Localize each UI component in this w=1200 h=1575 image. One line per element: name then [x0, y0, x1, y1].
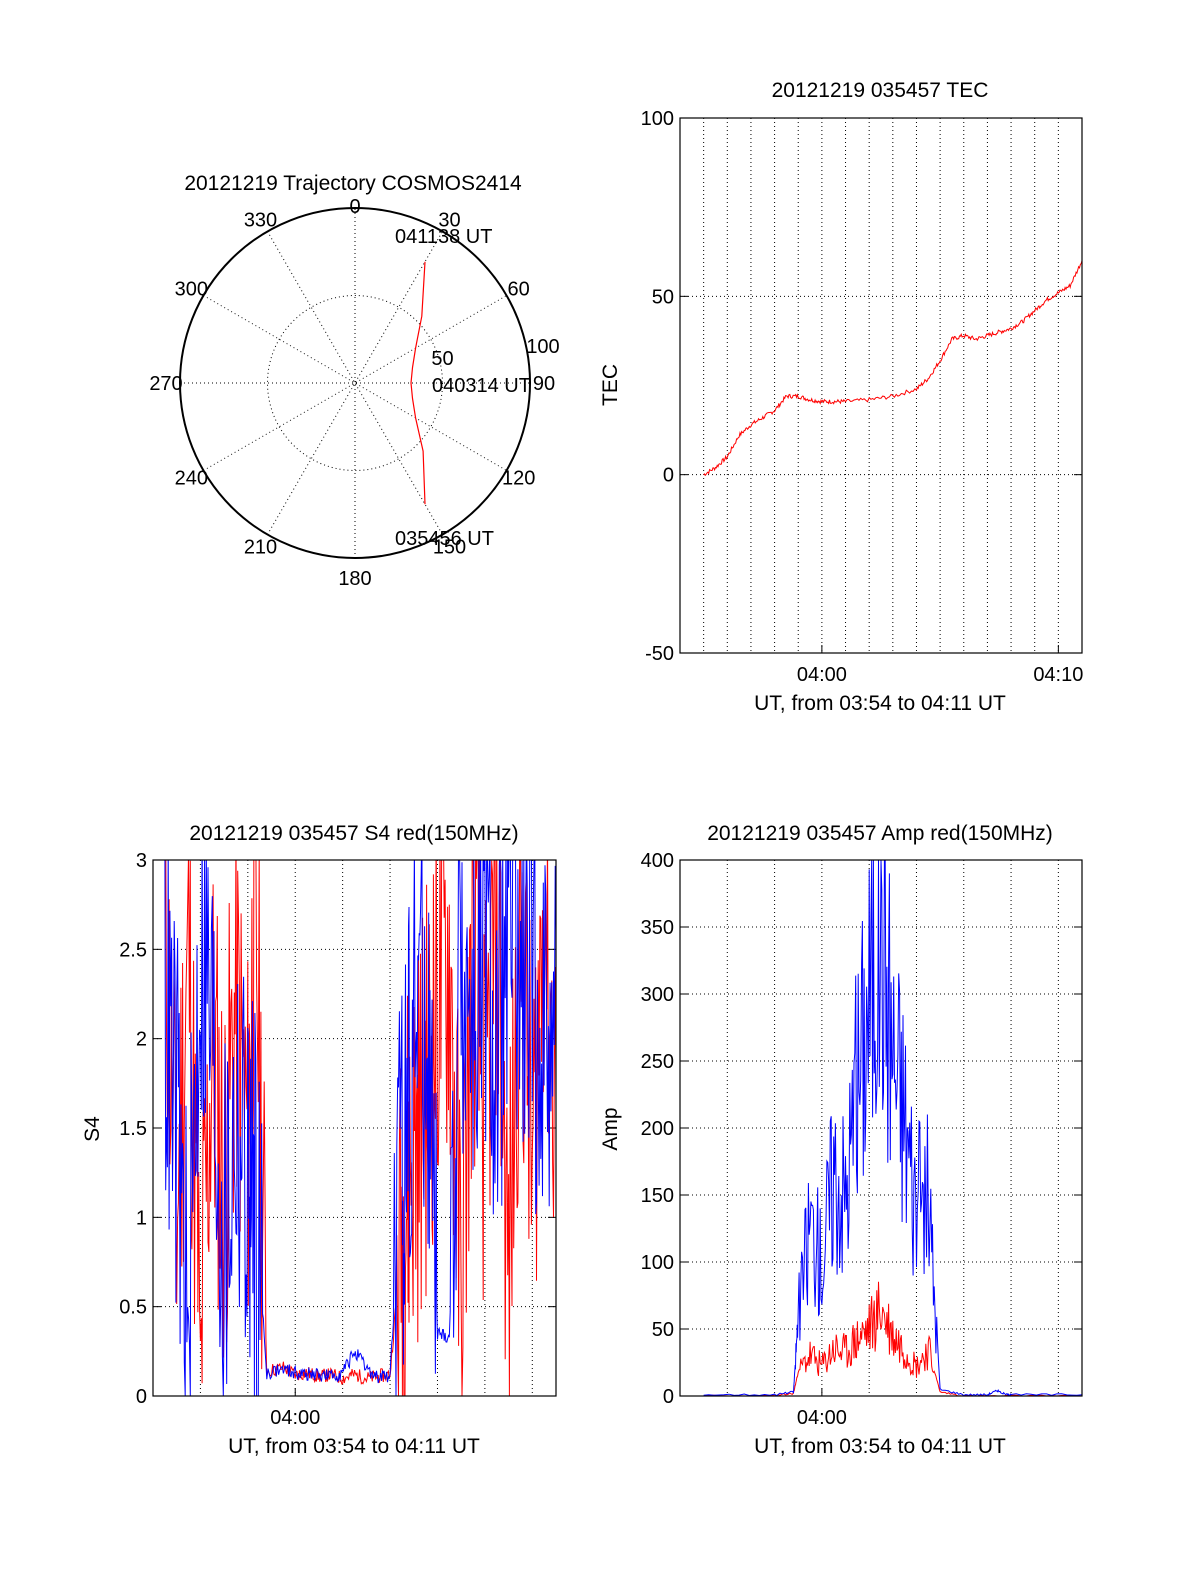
y-tick-label: 2: [136, 1029, 147, 1051]
y-tick-label: 3: [136, 850, 147, 872]
amp-title: 20121219 035457 Amp red(150MHz): [707, 822, 1053, 845]
polar-grid: [179, 207, 531, 559]
y-tick-label: 200: [641, 1118, 674, 1140]
y-tick-label: 0: [663, 1386, 674, 1408]
grid: [680, 859, 1082, 1397]
tec-ylabel: TEC: [599, 364, 622, 406]
polar-trajectory-line: [410, 261, 426, 505]
amp-ylabel: Amp: [599, 1107, 622, 1150]
amp-plot-area: 0 50 100 150 200 250 300 350 400 04:00: [641, 850, 1083, 1429]
y-tick-label: 150: [641, 1185, 674, 1207]
x-tick-label: 04:00: [797, 664, 847, 686]
y-tick-label: -50: [645, 643, 674, 665]
y-tick-label: 0.5: [119, 1297, 147, 1319]
polar-angle-label: 330: [244, 209, 277, 231]
y-tick-label: 1: [136, 1207, 147, 1229]
polar-angle-label: 120: [502, 468, 535, 490]
polar-angle-label: 240: [175, 468, 208, 490]
series-line-red: [703, 260, 1082, 477]
tec-chart: 20121219 035457 TEC UT, from 03:54 to 04…: [599, 79, 1083, 715]
polar-radius-labels: 50 100: [431, 336, 559, 370]
polar-angle-label: 180: [338, 568, 371, 590]
y-tick-label: 250: [641, 1051, 674, 1073]
polar-radius-label: 100: [526, 336, 559, 358]
y-tick-label: 0: [136, 1386, 147, 1408]
trajectory-polar-plot: 20121219 Trajectory COSMOS2414 0 30 60 90 12…: [149, 172, 559, 590]
series-group: [164, 860, 556, 1396]
tec-xlabel: UT, from 03:54 to 04:11 UT: [754, 692, 1006, 715]
polar-trajectory-series: [410, 261, 426, 505]
s4-plot-area: 0 0.5 1 1.5 2 2.5 3 04:00: [119, 850, 557, 1429]
plot-frame: [152, 859, 557, 1397]
polar-inner-ring: [267, 295, 443, 471]
polar-time-annotation: 041138 UT: [395, 226, 492, 248]
polar-angle-label: 300: [175, 279, 208, 301]
amp-chart: 20121219 035457 Amp red(150MHz) UT, from…: [599, 822, 1083, 1458]
x-tick-label: 04:00: [270, 1407, 320, 1429]
s4-xlabel: UT, from 03:54 to 04:11 UT: [228, 1435, 480, 1458]
y-tick-label: 350: [641, 917, 674, 939]
y-tick-label: 100: [641, 108, 674, 130]
polar-angle-label: 270: [149, 373, 182, 395]
polar-angle-label: 150: [433, 537, 466, 559]
polar-angle-label: 30: [438, 209, 460, 231]
tec-plot-area: -50 0 50 100 04:00 04:10: [641, 108, 1084, 686]
plot-frame: [679, 859, 1083, 1397]
series-line-red: [703, 1281, 1082, 1396]
grid: [680, 117, 1082, 654]
polar-angle-labels: 0 30 60 90 120 150 180 210 240 270 300 330: [149, 196, 555, 590]
y-tick-label: 0: [663, 465, 674, 487]
amp-xlabel: UT, from 03:54 to 04:11 UT: [754, 1435, 1006, 1458]
series-line-red: [165, 860, 556, 1396]
y-tick-label: 300: [641, 984, 674, 1006]
polar-time-annotation: 035456 UT: [395, 528, 494, 550]
polar-radius-label: 50: [431, 348, 453, 370]
s4-ylabel: S4: [81, 1116, 104, 1142]
y-tick-label: 1.5: [119, 1118, 147, 1140]
polar-angle-label: 0: [349, 196, 360, 218]
y-tick-label: 100: [641, 1252, 674, 1274]
y-tick-label: 2.5: [119, 939, 147, 961]
polar-angle-label: 210: [244, 537, 277, 559]
polar-annotations: 041138 UT 040314 UT 035456 UT: [395, 226, 531, 550]
tec-title: 20121219 035457 TEC: [772, 79, 989, 102]
x-tick-label: 04:00: [797, 1407, 847, 1429]
y-tick-label: 400: [641, 850, 674, 872]
series-line-blue: [164, 860, 556, 1396]
y-tick-label: 50: [652, 286, 674, 308]
s4-title: 20121219 035457 S4 red(150MHz): [189, 822, 518, 845]
x-tick-label: 04:10: [1033, 664, 1083, 686]
polar-title: 20121219 Trajectory COSMOS2414: [184, 172, 522, 195]
plot-frame: [679, 117, 1083, 654]
series-group: [703, 260, 1082, 477]
polar-angle-label: 60: [508, 279, 530, 301]
s4-chart: 20121219 035457 S4 red(150MHz) UT, from …: [81, 822, 557, 1458]
series-group: [703, 860, 1082, 1396]
polar-time-annotation: 040314 UT: [432, 375, 531, 397]
series-line-blue: [703, 860, 1082, 1396]
y-tick-label: 50: [652, 1319, 674, 1341]
polar-angle-label: 90: [533, 373, 555, 395]
